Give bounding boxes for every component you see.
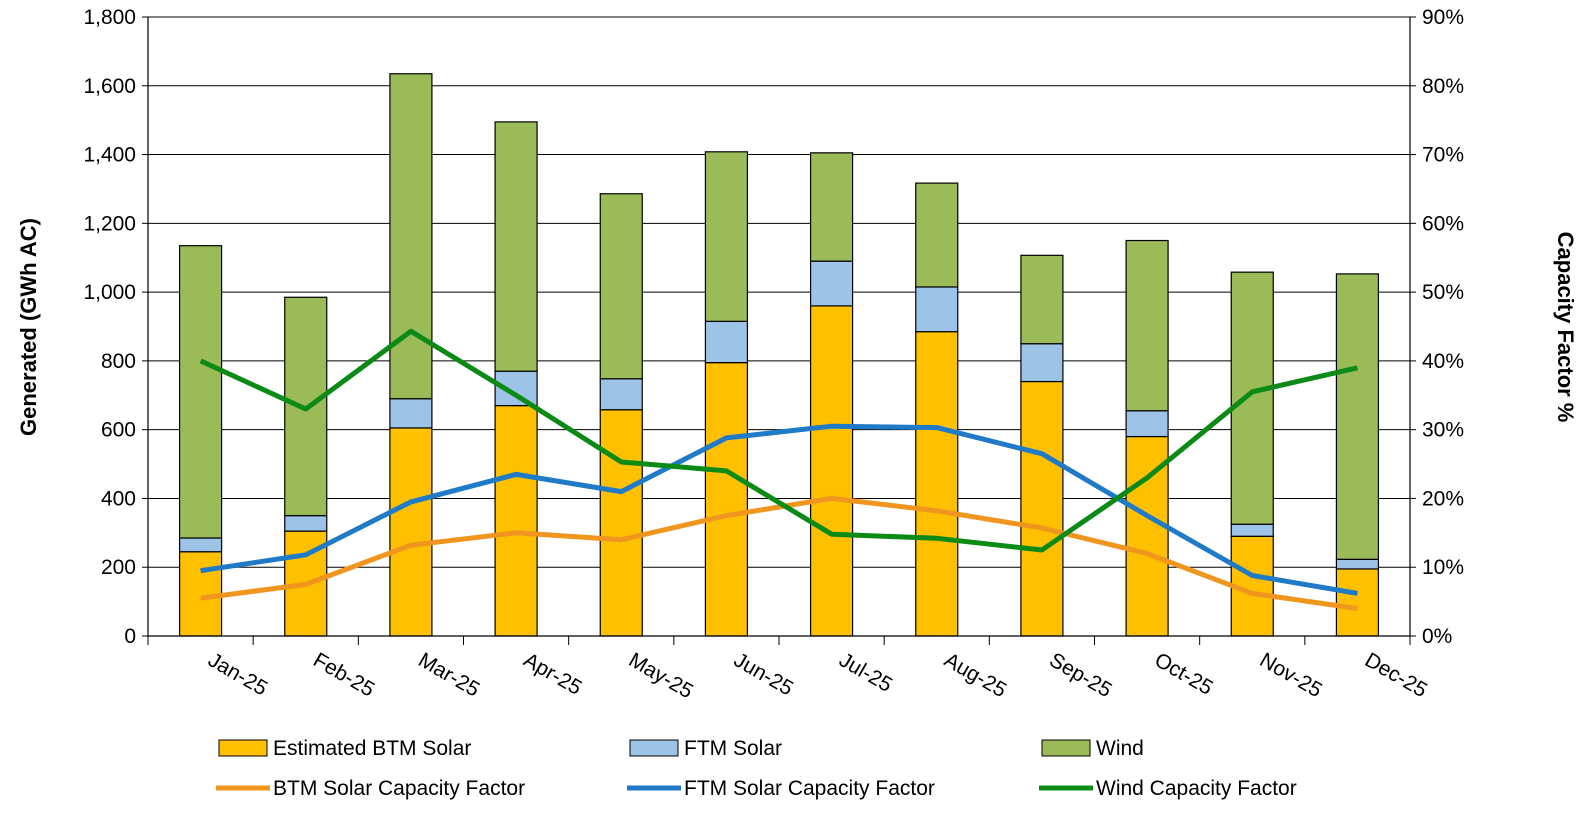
legend-swatch [1041, 739, 1091, 757]
x-tick-label: Nov-25 [1256, 648, 1326, 702]
y-tick-label: 1,200 [83, 212, 136, 235]
bar-ftm-solar [915, 286, 959, 333]
line-btm-solar-capacity-factor [200, 495, 1358, 611]
line-ftm-solar-capacity-factor [200, 423, 1358, 596]
series-lines [199, 328, 1358, 611]
y2-tick-label: 0% [1422, 625, 1452, 648]
bar-ftm-solar [1020, 343, 1064, 383]
y-tick-label: 1,400 [83, 144, 136, 167]
bar-wind [494, 121, 538, 372]
bar-ftm-solar [1335, 558, 1380, 570]
bars [178, 73, 1380, 637]
legend-label: FTM Solar [684, 737, 782, 760]
bar-ftm-solar [389, 398, 433, 429]
legend-label: BTM Solar Capacity Factor [273, 777, 525, 800]
bar-wind [809, 152, 854, 262]
y-tick-label: 400 [101, 487, 136, 510]
bar-ftm-solar [599, 378, 643, 411]
y-tick-label: 600 [101, 419, 136, 442]
bar-wind [1125, 239, 1169, 412]
bar-wind [284, 296, 328, 517]
bar-wind [389, 73, 433, 400]
y2-tick-label: 30% [1422, 419, 1464, 442]
y-tick-label: 0 [124, 625, 136, 648]
bar-estimated-btm-solar [809, 305, 854, 637]
x-tick-label: Jan-25 [204, 648, 271, 700]
y-tick-label: 800 [101, 350, 136, 373]
axes [142, 16, 1416, 645]
bar-wind [1020, 254, 1064, 345]
bar-ftm-solar [284, 515, 328, 532]
legend-label: Wind Capacity Factor [1096, 777, 1297, 800]
bar-wind [599, 193, 643, 380]
bar-ftm-solar [178, 537, 223, 553]
x-tick-label: Feb-25 [309, 648, 378, 701]
y-axis-title: Generated (GWh AC) [16, 218, 41, 436]
y2-tick-label: 50% [1422, 281, 1464, 304]
bar-estimated-btm-solar [599, 409, 643, 637]
x-tick-label: May-25 [625, 648, 697, 703]
y2-tick-label: 80% [1422, 75, 1464, 98]
y2-axis-title: Capacity Factor % [1553, 232, 1578, 423]
y-tick-label: 1,800 [83, 6, 136, 29]
x-tick-label: Oct-25 [1151, 648, 1217, 699]
bar-ftm-solar [1125, 410, 1169, 438]
y2-tick-label: 90% [1422, 6, 1464, 29]
x-tick-label: Apr-25 [520, 648, 586, 699]
y-tick-label: 200 [101, 556, 136, 579]
line-wind-capacity-factor [199, 328, 1358, 553]
bar-wind [1230, 271, 1274, 525]
bar-estimated-btm-solar [915, 331, 959, 637]
bar-wind [1335, 273, 1380, 560]
y2-tick-label: 20% [1422, 487, 1464, 510]
bar-estimated-btm-solar [494, 404, 538, 637]
legend-label: Wind [1096, 737, 1144, 760]
bar-ftm-solar [704, 320, 749, 364]
x-tick-label: Sep-25 [1045, 648, 1115, 702]
legend-label: Estimated BTM Solar [273, 737, 471, 760]
x-tick-label: Aug-25 [940, 648, 1010, 702]
bar-ftm-solar [1230, 523, 1274, 537]
y-tick-label: 1,000 [83, 281, 136, 304]
x-tick-label: Jul-25 [835, 648, 896, 697]
bar-wind [704, 151, 749, 322]
y-tick-label: 1,600 [83, 75, 136, 98]
bar-estimated-btm-solar [1020, 380, 1064, 637]
bar-estimated-btm-solar [1335, 568, 1380, 637]
y2-tick-label: 40% [1422, 350, 1464, 373]
legend-swatch [218, 739, 268, 757]
x-tick-label: Jun-25 [730, 648, 797, 700]
bar-ftm-solar [809, 260, 854, 307]
y2-tick-label: 60% [1422, 212, 1464, 235]
x-tick-label: Mar-25 [414, 648, 483, 701]
legend-swatch [629, 739, 679, 757]
bar-wind [178, 245, 223, 539]
y2-tick-label: 10% [1422, 556, 1464, 579]
legend: Estimated BTM Solar FTM Solar Wind BTM Sola… [216, 737, 1297, 800]
bar-wind [915, 182, 959, 288]
x-tick-label: Dec-25 [1361, 648, 1431, 702]
legend-label: FTM Solar Capacity Factor [684, 777, 935, 800]
gridlines [148, 16, 1410, 568]
bar-estimated-btm-solar [704, 362, 749, 637]
bar-estimated-btm-solar [389, 427, 433, 637]
y2-tick-label: 70% [1422, 144, 1464, 167]
